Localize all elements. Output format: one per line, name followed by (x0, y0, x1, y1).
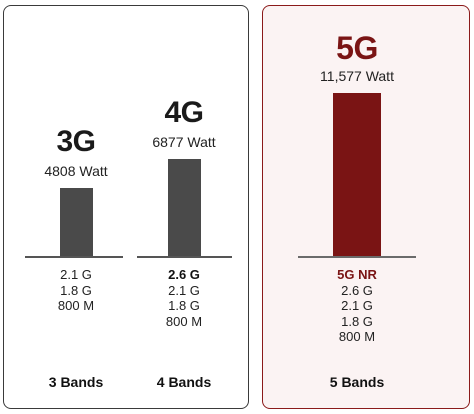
band-label: 800 M (165, 313, 203, 329)
band-label: 2.1 G (60, 267, 92, 282)
band-count-label: 3 Bands (48, 374, 104, 390)
band-label: 1.8 G (168, 298, 200, 313)
band-label: 1.8 G (341, 313, 373, 329)
band-label: 800 M (57, 298, 95, 313)
band-label: 2.6 G (341, 282, 373, 298)
bar-4g (167, 159, 201, 256)
legacy-networks-panel (3, 5, 249, 409)
band-label: 800 M (338, 329, 376, 344)
band-label: 1.8 G (60, 282, 92, 298)
watt-label-5g: 11,577 Watt (320, 68, 394, 84)
bar-3g (59, 188, 93, 256)
band-label: 2.6 G (168, 267, 200, 282)
generation-label-3g: 3G (56, 125, 96, 158)
baseline-segment (25, 256, 123, 258)
band-label: 5G NR (337, 267, 377, 282)
band-label: 2.1 G (168, 282, 200, 298)
watt-label-3g: 4808 Watt (44, 163, 108, 179)
band-count-label: 4 Bands (156, 374, 212, 390)
bar-5g (333, 93, 381, 256)
band-label: 2.1 G (341, 298, 373, 313)
generation-label-4g: 4G (164, 96, 204, 129)
generation-label-5g: 5G (336, 30, 378, 66)
band-count-label: 5 Bands (329, 374, 385, 390)
baseline-segment (298, 256, 416, 258)
baseline-segment (137, 256, 232, 258)
watt-label-4g: 6877 Watt (152, 134, 216, 150)
